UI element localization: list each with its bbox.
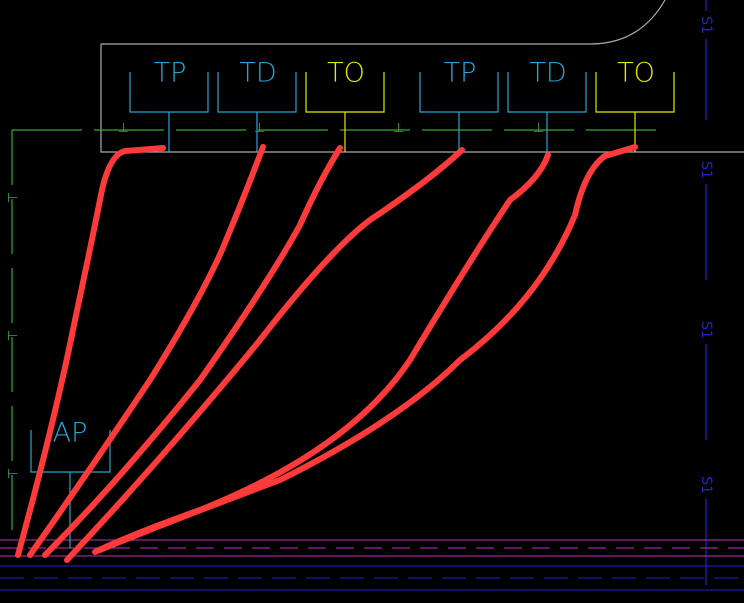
cable-mark bbox=[64, 147, 465, 563]
outlet-label: TD bbox=[529, 58, 566, 89]
ground-mark: ⊥ bbox=[4, 468, 19, 479]
label-gap bbox=[698, 316, 714, 344]
ground-mark: ⊥ bbox=[533, 121, 544, 136]
outlet-label: TD bbox=[239, 58, 276, 89]
ground-mark: ⊥ bbox=[393, 121, 404, 136]
label-gap bbox=[698, 471, 714, 499]
label-gap bbox=[698, 11, 714, 39]
axis-label: S1 bbox=[698, 476, 714, 494]
outlet-symbol bbox=[305, 72, 385, 152]
outlet-symbol bbox=[507, 72, 587, 152]
ground-mark: ⊥ bbox=[118, 121, 129, 136]
cable-mark bbox=[97, 144, 638, 553]
outlet-symbol bbox=[217, 72, 297, 152]
axis-label: S1 bbox=[698, 16, 714, 34]
red-markup bbox=[15, 144, 638, 563]
green-wiring bbox=[11, 129, 660, 540]
ground-mark: ⊥ bbox=[4, 192, 19, 203]
ground-marks: ⊥ ⊥ ⊥ ⊥ ⊥ ⊥ ⊥ bbox=[4, 121, 544, 479]
outlet-label: TP bbox=[444, 58, 477, 89]
outlet-label: TO bbox=[327, 58, 365, 89]
outlet-label: TP bbox=[154, 58, 187, 89]
outlet-symbol bbox=[129, 72, 209, 152]
axis-labels: S1 S1 S1 S1 bbox=[698, 11, 714, 499]
label-gap bbox=[698, 156, 714, 184]
cable-mark bbox=[27, 144, 266, 558]
access-point: AP bbox=[30, 418, 111, 548]
outlets: TP TD TO TP TD TO bbox=[129, 58, 675, 152]
cable-mark bbox=[15, 145, 166, 558]
outlet-symbol bbox=[419, 72, 499, 152]
cable-mark bbox=[42, 145, 343, 558]
axis-label: S1 bbox=[698, 161, 714, 179]
ap-symbol bbox=[30, 430, 111, 548]
ground-mark: ⊥ bbox=[4, 330, 19, 341]
ap-label: AP bbox=[53, 418, 88, 449]
room-outline bbox=[100, 0, 744, 153]
ground-mark: ⊥ bbox=[254, 121, 265, 136]
axis-label: S1 bbox=[698, 321, 714, 339]
outlet-label: TO bbox=[617, 58, 655, 89]
